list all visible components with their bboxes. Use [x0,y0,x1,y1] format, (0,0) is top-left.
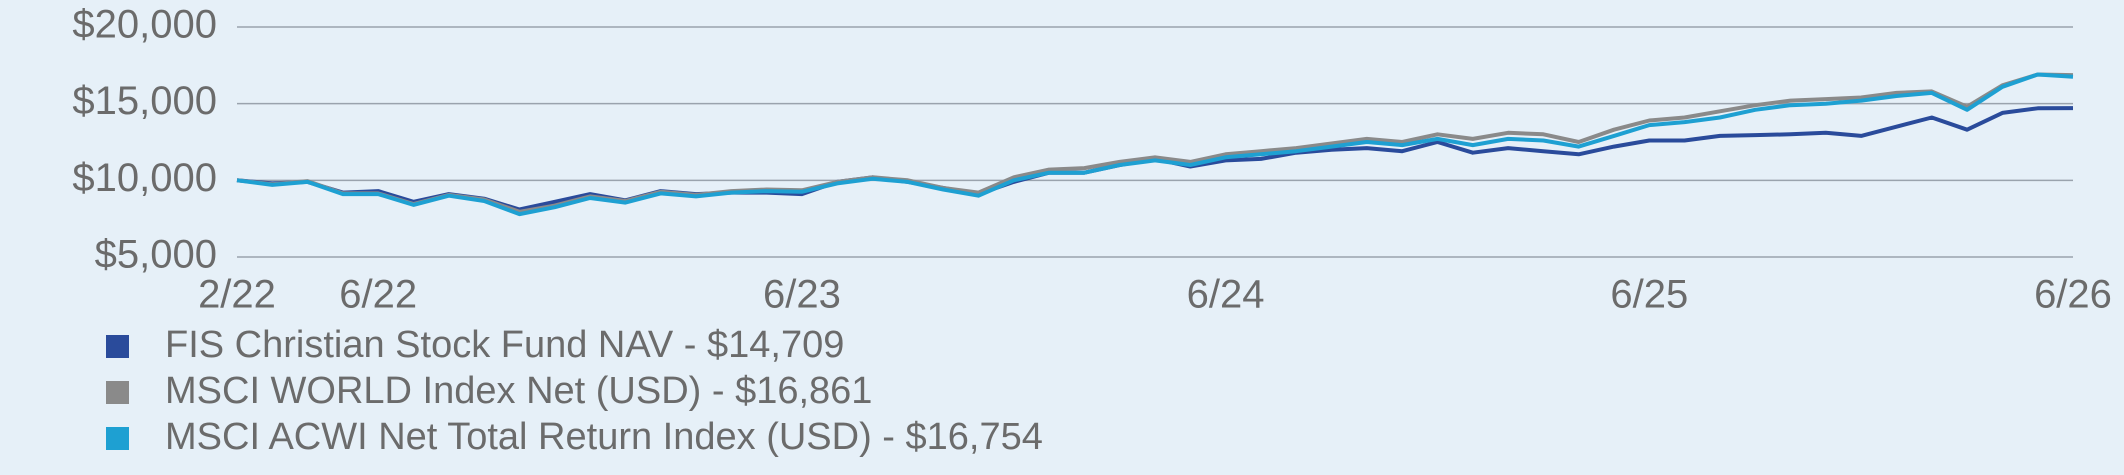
x-tick-label: 6/23 [763,273,841,317]
x-tick-label: 6/24 [1187,273,1265,317]
y-tick-label: $5,000 [95,233,217,277]
y-tick-label: $15,000 [72,79,217,123]
legend-label: MSCI ACWI Net Total Return Index (USD) -… [165,416,1043,458]
x-tick-label: 6/25 [1610,273,1688,317]
y-tick-label: $20,000 [72,3,217,47]
legend-label: FIS Christian Stock Fund NAV - $14,709 [165,324,844,366]
legend-swatch [106,335,129,358]
legend-swatch [106,381,129,404]
legend-label: MSCI WORLD Index Net (USD) - $16,861 [165,370,872,412]
y-tick-label: $10,000 [72,156,217,200]
x-tick-label: 6/22 [339,273,417,317]
x-tick-label: 2/22 [198,273,276,317]
series-line [236,72,2074,214]
legend-swatch [106,427,129,450]
series-line [236,72,2074,217]
x-tick-label: 6/26 [2034,273,2112,317]
